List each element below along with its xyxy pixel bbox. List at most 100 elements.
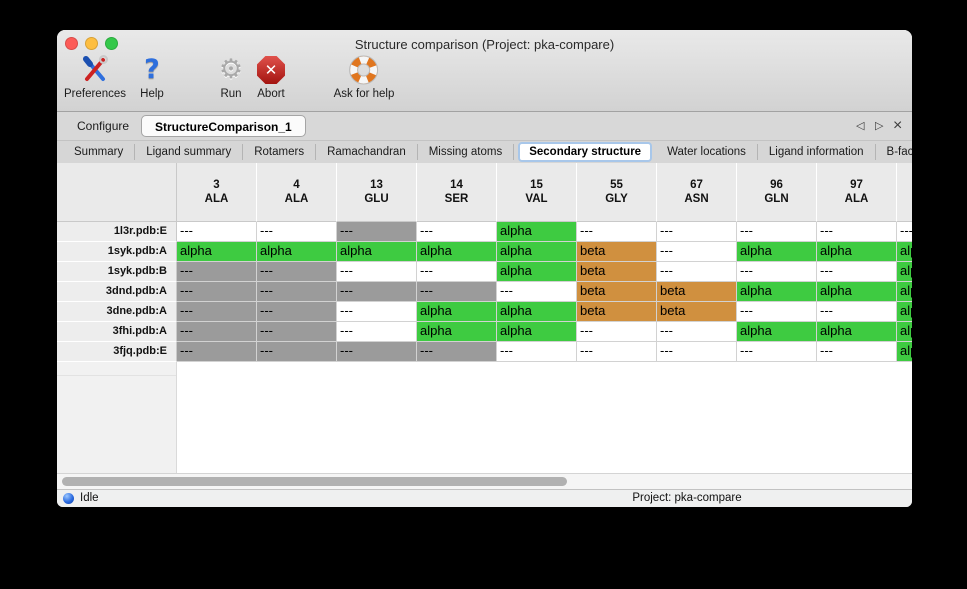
table-cell[interactable]: alpha [497, 222, 577, 242]
tab-water-locations[interactable]: Water locations [656, 144, 758, 160]
row-header[interactable]: 3dnd.pdb:A [57, 282, 177, 302]
table-cell[interactable]: alpha [337, 242, 417, 262]
tab-scroll-right-icon[interactable]: ▷ [875, 119, 884, 132]
table-cell[interactable]: --- [257, 282, 337, 302]
table-cell[interactable]: --- [817, 222, 897, 242]
tab-ramachandran[interactable]: Ramachandran [316, 144, 418, 160]
table-cell[interactable]: --- [177, 302, 257, 322]
table-cell[interactable]: --- [817, 342, 897, 362]
table-cell[interactable]: --- [737, 262, 817, 282]
table-cell[interactable]: --- [737, 222, 817, 242]
table-cell[interactable]: --- [817, 262, 897, 282]
table-cell[interactable]: --- [177, 342, 257, 362]
close-window-button[interactable] [65, 37, 78, 50]
ask-for-help-button[interactable]: Ask for help [334, 54, 394, 100]
tab-secondary-structure[interactable]: Secondary structure [518, 142, 653, 162]
table-cell[interactable]: alpha [817, 282, 897, 302]
table-cell[interactable]: alpha [817, 322, 897, 342]
table-cell[interactable]: --- [577, 322, 657, 342]
table-cell[interactable]: alpha [497, 302, 577, 322]
table-cell[interactable]: --- [657, 222, 737, 242]
column-header[interactable]: 55 GLY [577, 163, 657, 222]
table-cell[interactable]: alpha [897, 322, 912, 342]
table-cell[interactable]: --- [177, 282, 257, 302]
table-cell[interactable]: --- [417, 222, 497, 242]
table-cell[interactable]: alpha [497, 242, 577, 262]
row-header[interactable]: 3fhi.pdb:A [57, 322, 177, 342]
table-cell[interactable]: --- [657, 322, 737, 342]
table-cell[interactable]: --- [337, 282, 417, 302]
tab-summary[interactable]: Summary [63, 144, 136, 160]
tab-ligand-information[interactable]: Ligand information [758, 144, 876, 160]
tab-missing-atoms[interactable]: Missing atoms [418, 144, 515, 160]
table-cell[interactable]: alpha [737, 242, 817, 262]
table-cell[interactable]: --- [417, 262, 497, 282]
table-cell[interactable]: --- [337, 342, 417, 362]
tab-scroll-left-icon[interactable]: ◁ [856, 119, 865, 132]
table-cell[interactable]: --- [337, 322, 417, 342]
abort-button[interactable]: ✕ Abort [257, 54, 285, 100]
table-cell[interactable]: --- [337, 302, 417, 322]
table-cell[interactable]: beta [657, 302, 737, 322]
table-cell[interactable]: --- [577, 342, 657, 362]
table-cell[interactable]: --- [337, 262, 417, 282]
table-cell[interactable]: --- [577, 222, 657, 242]
tab-b-factors[interactable]: B-factors [876, 144, 912, 160]
table-cell[interactable]: --- [737, 302, 817, 322]
run-button[interactable]: ⚙ Run [219, 54, 243, 101]
column-header[interactable]: 3 ALA [177, 163, 257, 222]
table-cell[interactable]: alpha [737, 282, 817, 302]
table-cell[interactable]: beta [577, 242, 657, 262]
row-header[interactable]: 1syk.pdb:A [57, 242, 177, 262]
tab-ligand-summary[interactable]: Ligand summary [135, 144, 244, 160]
table-cell[interactable]: alpha [737, 322, 817, 342]
table-cell[interactable]: --- [817, 302, 897, 322]
row-header[interactable]: 3dne.pdb:A [57, 302, 177, 322]
table-cell[interactable]: --- [417, 282, 497, 302]
preferences-button[interactable]: Preferences [64, 54, 126, 100]
table-cell[interactable]: --- [257, 222, 337, 242]
table-cell[interactable]: alpha [897, 242, 912, 262]
table-cell[interactable]: --- [177, 222, 257, 242]
table-cell[interactable]: --- [257, 302, 337, 322]
row-header[interactable]: 1syk.pdb:B [57, 262, 177, 282]
column-header[interactable]: 13 GLU [337, 163, 417, 222]
table-cell[interactable]: alpha [417, 302, 497, 322]
table-cell[interactable]: alpha [497, 322, 577, 342]
table-cell[interactable]: --- [897, 222, 912, 242]
table-cell[interactable]: --- [257, 262, 337, 282]
table-cell[interactable]: beta [577, 262, 657, 282]
table-cell[interactable]: --- [257, 322, 337, 342]
row-header[interactable]: 1l3r.pdb:E [57, 222, 177, 242]
minimize-window-button[interactable] [85, 37, 98, 50]
help-button[interactable]: ? Help [140, 54, 164, 101]
column-header[interactable] [897, 163, 912, 222]
table-cell[interactable]: alpha [497, 262, 577, 282]
table-cell[interactable]: beta [577, 302, 657, 322]
table-cell[interactable]: alpha [257, 242, 337, 262]
column-header[interactable]: 4 ALA [257, 163, 337, 222]
table-cell[interactable]: --- [177, 322, 257, 342]
tab-rotamers[interactable]: Rotamers [243, 144, 317, 160]
table-cell[interactable]: alpha [417, 322, 497, 342]
row-header[interactable]: 3fjq.pdb:E [57, 342, 177, 362]
table-cell[interactable]: alpha [897, 262, 912, 282]
table-cell[interactable]: --- [497, 282, 577, 302]
table-cell[interactable]: --- [657, 242, 737, 262]
table-cell[interactable]: --- [257, 342, 337, 362]
table-cell[interactable]: --- [337, 222, 417, 242]
column-header[interactable]: 97 ALA [817, 163, 897, 222]
tab-configure[interactable]: Configure [77, 119, 130, 133]
table-cell[interactable]: --- [657, 262, 737, 282]
column-header[interactable]: 96 GLN [737, 163, 817, 222]
table-cell[interactable]: --- [657, 342, 737, 362]
horizontal-scrollbar-thumb[interactable] [62, 477, 567, 486]
table-cell[interactable]: alpha [897, 342, 912, 362]
table-cell[interactable]: --- [417, 342, 497, 362]
table-cell[interactable]: beta [577, 282, 657, 302]
table-cell[interactable]: alpha [177, 242, 257, 262]
table-cell[interactable]: alpha [897, 282, 912, 302]
table-cell[interactable]: alpha [817, 242, 897, 262]
column-header[interactable]: 14 SER [417, 163, 497, 222]
table-cell[interactable]: --- [737, 342, 817, 362]
